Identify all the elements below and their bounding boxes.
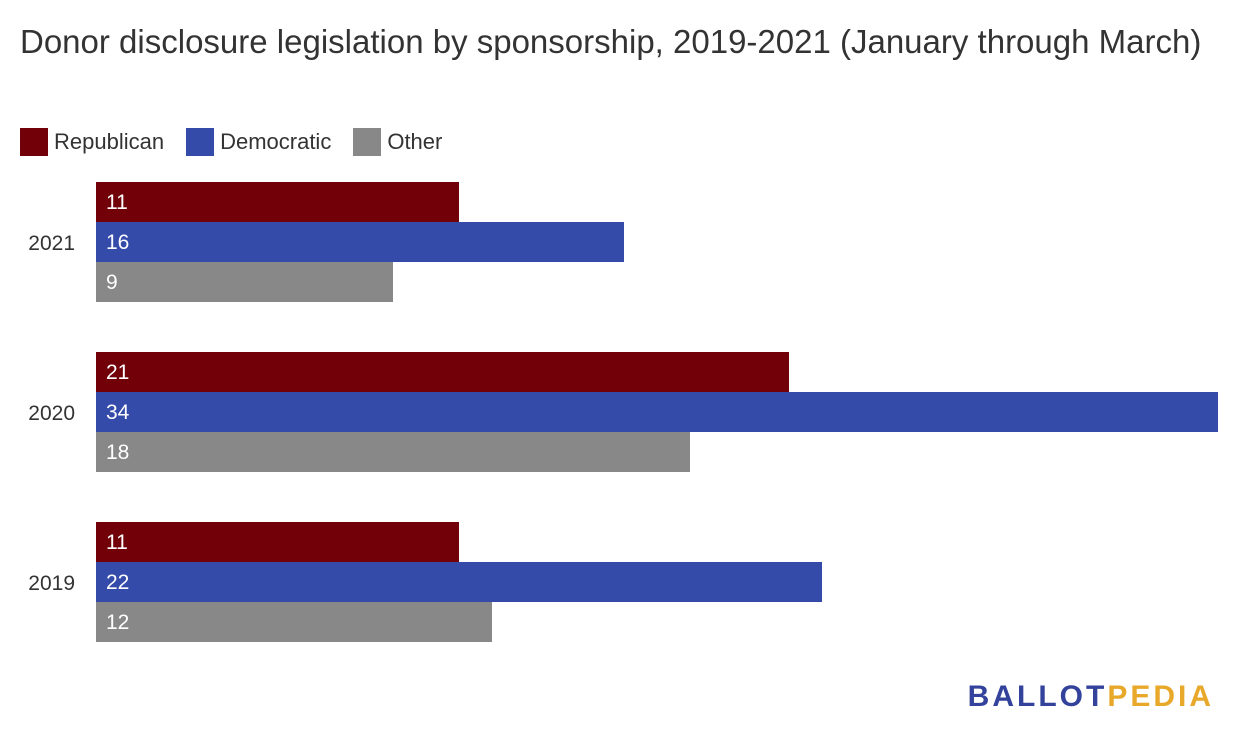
chart-title: Donor disclosure legislation by sponsors…	[20, 23, 1202, 60]
ballotpedia-logo: BALLOTPEDIA	[968, 680, 1214, 714]
legend-swatch-democratic	[186, 128, 215, 156]
data-label-republican-2019: 11	[106, 531, 128, 554]
data-label-other-2019: 12	[106, 611, 129, 634]
data-label-republican-2021: 11	[106, 191, 128, 214]
legend-label-republican: Republican	[54, 129, 165, 154]
data-label-democratic-2019: 22	[106, 571, 129, 594]
legend-label-democratic: Democratic	[220, 129, 332, 154]
logo-part-pedia: PEDIA	[1107, 680, 1214, 713]
category-label-2021: 2021	[28, 232, 75, 255]
logo-part-ballot: BALLOT	[967, 680, 1108, 713]
bar-democratic-2019	[96, 562, 822, 602]
bar-republican-2019	[96, 522, 459, 562]
bar-other-2019	[96, 602, 492, 642]
category-label-2019: 2019	[28, 572, 75, 595]
bar-republican-2021	[96, 182, 459, 222]
legend-label-other: Other	[387, 129, 443, 154]
legend-item-democratic: Democratic	[186, 128, 331, 156]
data-label-democratic-2020: 34	[106, 401, 130, 424]
legend: Republican Democratic Other	[20, 126, 464, 158]
bar-other-2021	[96, 262, 393, 302]
category-label-2020: 2020	[28, 402, 75, 425]
data-label-republican-2020: 21	[106, 361, 129, 384]
data-label-other-2021: 9	[106, 271, 118, 294]
data-label-other-2020: 18	[106, 441, 129, 464]
data-label-democratic-2021: 16	[106, 231, 129, 254]
bar-other-2020	[96, 432, 690, 472]
legend-item-other: Other	[353, 128, 442, 156]
bar-democratic-2020	[96, 392, 1218, 432]
bar-democratic-2021	[96, 222, 624, 262]
legend-item-republican: Republican	[20, 128, 164, 156]
legend-swatch-other	[353, 128, 382, 156]
bar-republican-2020	[96, 352, 789, 392]
legend-swatch-republican	[20, 128, 48, 156]
